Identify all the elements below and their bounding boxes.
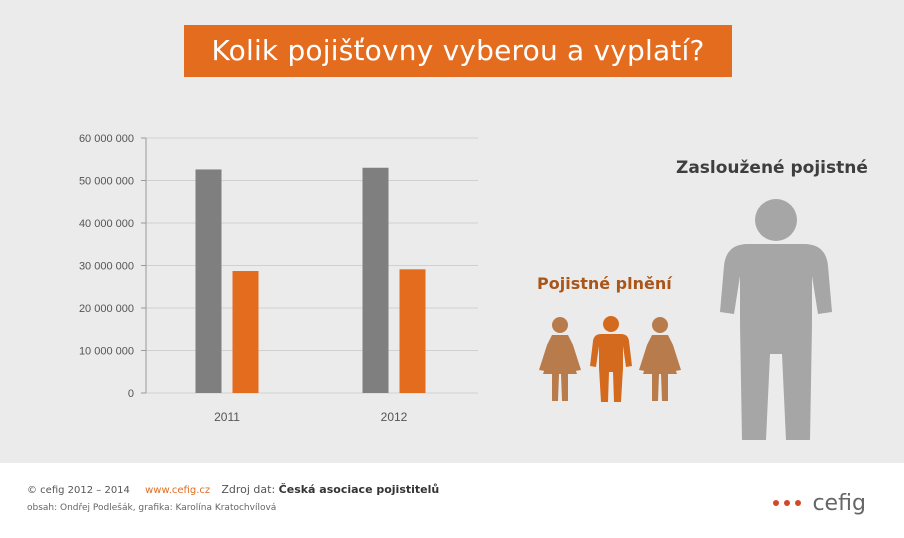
person-female-icon [639, 317, 681, 401]
source-label: Zdroj dat: [221, 483, 276, 496]
credits-text: obsah: Ondřej Podlešák, grafika: Karolín… [27, 503, 277, 513]
source-name: Česká asociace pojistitelů [278, 483, 440, 496]
y-tick-label: 60 000 000 [79, 133, 134, 145]
page-title: Kolik pojišťovny vyberou a vyplatí? [184, 25, 732, 77]
y-tick-label: 20 000 000 [79, 303, 134, 315]
people-illustration [539, 199, 832, 440]
claims-label: Pojistné plnění [537, 274, 672, 293]
chart-bars [195, 167, 426, 393]
y-tick-label: 50 000 000 [79, 176, 134, 188]
cefig-logo: cefig [773, 491, 866, 521]
data-source: Zdroj dat: Česká asociace pojistitelů [221, 483, 439, 496]
category-label: 2011 [214, 410, 240, 424]
category-label: 2012 [381, 410, 408, 424]
bar-2011-series-1 [195, 169, 222, 393]
x-axis-categories: 2011 2012 [214, 410, 408, 424]
person-large-icon [720, 199, 832, 440]
copyright-text: © cefig 2012 – 2014 [27, 485, 130, 496]
y-axis-ticks: 0 10 000 000 20 000 000 30 000 000 40 000 00… [79, 133, 134, 400]
person-male-icon [590, 316, 632, 402]
website-link[interactable]: www.cefig.cz [145, 485, 211, 496]
bar-2012-series-2 [399, 269, 426, 393]
footer-line-1: © cefig 2012 – 2014 www.cefig.cz Zdroj d… [27, 483, 439, 496]
y-tick-label: 10 000 000 [79, 346, 134, 358]
bar-2012-series-1 [362, 167, 389, 393]
person-female-icon [539, 317, 581, 401]
logo-text: cefig [812, 491, 866, 516]
bar-2011-series-2 [232, 271, 259, 393]
logo-dots-icon [773, 495, 806, 513]
earned-premium-label: Zasloužené pojistné [676, 158, 868, 178]
footer: © cefig 2012 – 2014 www.cefig.cz Zdroj d… [0, 463, 904, 538]
y-tick-label: 40 000 000 [79, 218, 134, 230]
bar-chart: 0 10 000 000 20 000 000 30 000 000 40 000 00… [79, 133, 478, 424]
y-tick-label: 30 000 000 [79, 261, 134, 273]
y-tick-label: 0 [128, 388, 134, 400]
